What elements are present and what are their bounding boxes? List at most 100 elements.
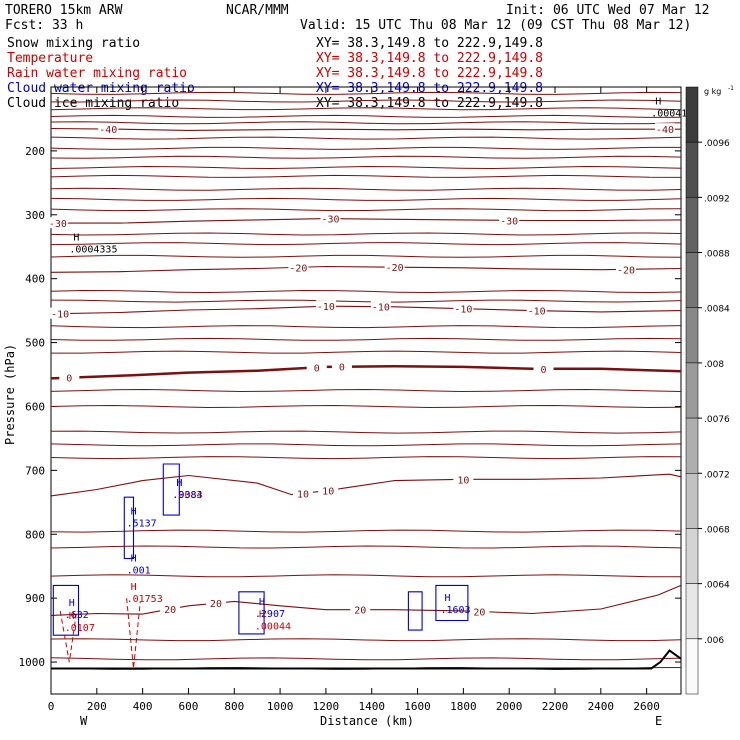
max-value: .01753: [127, 594, 163, 605]
hydrometeor-contours: [52, 463, 469, 669]
contour-label-bg: [499, 214, 520, 226]
max-marker: H: [176, 478, 182, 489]
x-tick-label: 1200: [313, 700, 340, 713]
temperature-contour-line: [50, 430, 682, 434]
temperature-contour-line: [50, 254, 682, 258]
contour-label-bg: [98, 123, 119, 135]
colorbar-cell: [685, 86, 699, 143]
y-tick-label: 1000: [19, 656, 46, 669]
temperature-contour-line: [50, 165, 682, 170]
colorbar-tick-label: .0072: [704, 470, 730, 480]
axes-layer: 0 200 400 600 800 1000 1200 1400 1600 1800 2000 220…: [19, 87, 681, 713]
terrain-path: [51, 649, 682, 670]
temperature-contour-line: [50, 146, 681, 150]
temperature-contour-line: [50, 545, 682, 549]
contour-label-bg: [331, 360, 352, 372]
x-tick-label: 1000: [267, 700, 294, 713]
x-tick-label: 2200: [542, 700, 569, 713]
temperature-contour--10: [50, 305, 682, 315]
y-tick-label: 300: [25, 209, 45, 222]
contour-label: -20: [289, 263, 307, 274]
field-name: Cloud ice mixing ratio: [7, 96, 179, 111]
contour-label-bg: [320, 212, 341, 224]
max-marker: H: [655, 96, 661, 107]
temperature-contour--40: [50, 127, 681, 131]
temperature-contour-line: [50, 99, 682, 103]
colorbar-tick-label: .0088: [704, 250, 730, 260]
field-name: Snow mixing ratio: [7, 36, 140, 51]
y-tick-label: 400: [25, 273, 45, 286]
temperature-contour-line: [50, 136, 682, 140]
contour-label-bg: [533, 362, 554, 374]
plot-frame: [50, 86, 682, 695]
colorbar-tick-label: .0096: [704, 139, 730, 149]
contour-label: 20: [473, 608, 485, 619]
max-value: .632: [65, 610, 89, 621]
header-fcst: Fcst: 33 h: [5, 18, 83, 33]
contour-label: 20: [354, 606, 366, 617]
colorbar-cell: [685, 638, 699, 695]
colorbar-tick-label: .008: [704, 360, 724, 370]
temperature-contour-line: [50, 121, 682, 125]
temperature-contour-line: [51, 350, 682, 354]
temperature-contour-line: [50, 388, 682, 393]
contour-label: -20: [617, 265, 635, 276]
contour-label-bg: [616, 263, 637, 275]
y-axis-label: Pressure (hPa): [3, 344, 17, 445]
max-marker: H: [131, 553, 137, 564]
header-valid: Valid: 15 UTC Thu 08 Mar 12 (09 CST Thu …: [300, 18, 691, 33]
temperature-contour-line: [50, 289, 682, 294]
contour-label: -40: [656, 125, 674, 136]
cloud-water-contour: [238, 591, 265, 635]
temperature-contour-line: [50, 404, 682, 409]
x-axis-label: Distance (km): [320, 714, 414, 728]
contour-label: -10: [372, 303, 390, 314]
x-tick-label: 0: [48, 700, 55, 713]
contour-label: -10: [317, 302, 335, 313]
cloud-water-contour: [52, 584, 80, 636]
max-marker: H: [131, 582, 137, 593]
contour-label-bg: [205, 597, 226, 609]
max-marker: H: [131, 507, 137, 518]
field-name: Cloud water mixing ratio: [7, 81, 195, 96]
temperature-contour-line: [50, 443, 682, 447]
x-tick-label: 400: [133, 700, 153, 713]
field-xy: XY= 38.3,149.8 to 222.9,149.8: [316, 66, 543, 81]
max-marker: H: [69, 611, 75, 622]
max-value: .5137: [127, 519, 157, 530]
colorbar-unit-sup: -1: [728, 85, 734, 92]
x-tick-label: 800: [224, 700, 244, 713]
field-name: Rain water mixing ratio: [7, 66, 187, 81]
contour-label: 20: [164, 605, 176, 616]
x-tick-label: 1800: [450, 700, 477, 713]
header-org: NCAR/MMM: [226, 3, 289, 18]
field-xy: XY= 38.3,149.8 to 222.9,149.8: [316, 51, 543, 66]
header-init: Init: 06 UTC Wed 07 Mar 12: [506, 3, 710, 18]
header-model: TORERO 15km ARW: [5, 3, 123, 18]
contour-label: -10: [454, 305, 472, 316]
contour-label-bg: [469, 605, 490, 617]
temperature-contour-line: [50, 187, 682, 191]
contour-label-bg: [50, 307, 71, 319]
field-xy: XY= 38.3,149.8 to 222.9,149.8: [316, 81, 543, 96]
contour-label: 10: [457, 475, 469, 486]
colorbar: .0096 .0092 .0088 .0084 .008 .0076 .0072 .0068.…: [685, 86, 730, 695]
x-tick-label: 2600: [633, 700, 660, 713]
contour-label: 0: [541, 365, 547, 376]
colorbar-cell: [685, 362, 699, 419]
x-end-right: E: [655, 714, 662, 728]
x-tick-label: 600: [179, 700, 199, 713]
max-value: .00044: [255, 622, 291, 633]
colorbar-cell: [685, 307, 699, 364]
contour-label: 20: [210, 599, 222, 610]
temperature-contour-line: [50, 456, 682, 460]
temperature-contour-line: [50, 337, 682, 341]
y-tick-label: 700: [25, 464, 45, 477]
temperature-contour--30: [51, 218, 682, 224]
temperature-contour-line: [50, 197, 682, 201]
temperature-contour-line: [50, 638, 682, 642]
cloud-water-contour: [123, 496, 135, 560]
colorbar-unit: g kg: [704, 87, 721, 96]
rain-water-contour: [126, 598, 141, 669]
